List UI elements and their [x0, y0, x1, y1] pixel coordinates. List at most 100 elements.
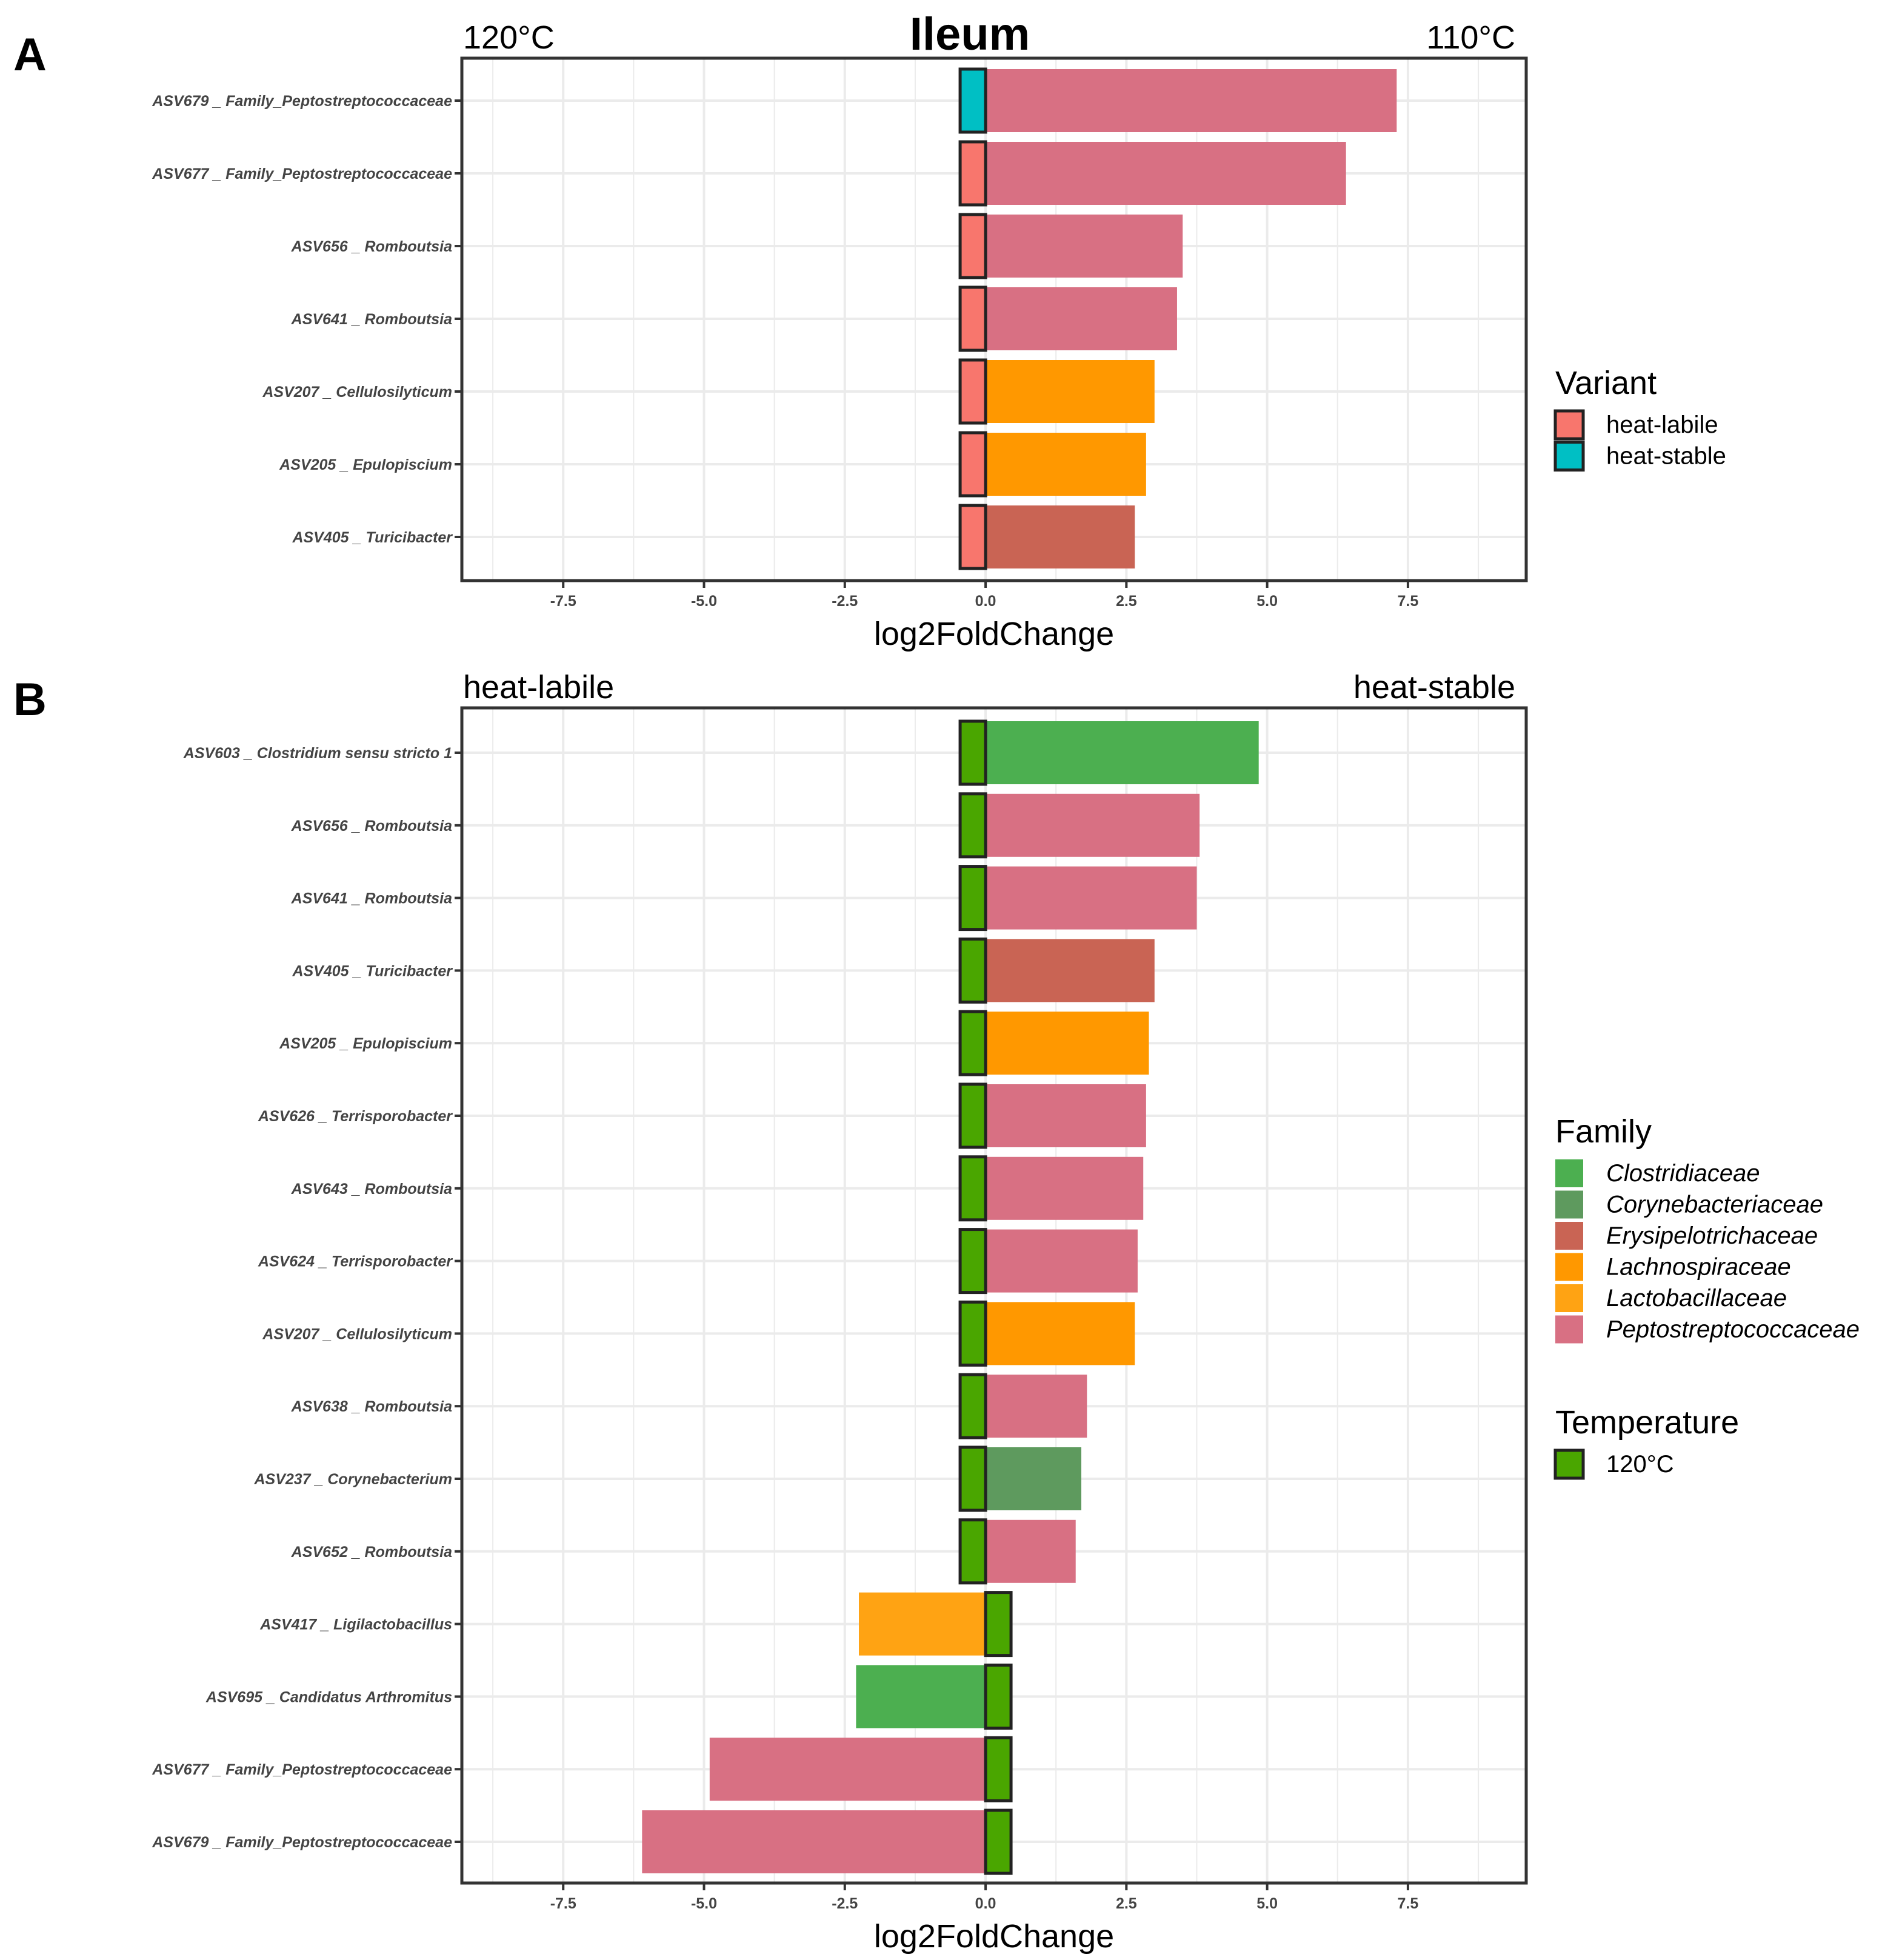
legend-family-swatch [1555, 1253, 1583, 1281]
bar-lactobacillaceae [859, 1592, 986, 1656]
legend-family-swatch [1555, 1315, 1583, 1344]
legend-variant-label: heat-stable [1606, 443, 1726, 470]
y-tick-label: ASV643 _ Romboutsia [291, 1181, 452, 1198]
legend-variant-swatch [1553, 409, 1585, 441]
bar-marker-temp-120 [984, 1808, 1013, 1875]
x-tick-label: -7.5 [550, 1895, 576, 1912]
bar-lachnospiraceae [986, 1302, 1135, 1365]
y-tick-label: ASV624 _ Terrisporobacter [258, 1253, 453, 1270]
x-tick-label: -2.5 [832, 593, 858, 610]
legend-temperature-label: 120°C [1606, 1451, 1674, 1478]
bar-peptostreptococcaceae [642, 1810, 986, 1873]
x-tick-label: 2.5 [1116, 593, 1137, 610]
bar-marker-temp-120 [958, 1518, 987, 1585]
y-tick-label: ASV641 _ Romboutsia [291, 890, 452, 907]
bar-peptostreptococcaceae [709, 1738, 986, 1801]
y-tick-label: ASV626 _ Terrisporobacter [258, 1108, 453, 1125]
y-tick-label: ASV638 _ Romboutsia [291, 1398, 452, 1415]
y-tick-label: ASV677 _ Family_Peptostreptococcaceae [152, 165, 452, 182]
bar-peptostreptococcaceae [986, 69, 1397, 132]
bar-marker-temp-120 [958, 719, 987, 786]
legend-family-title: Family [1555, 1113, 1652, 1150]
y-tick-label: ASV603 _ Clostridium sensu stricto 1 [183, 745, 452, 762]
bar-marker-heat-labile [958, 140, 987, 207]
bar-peptostreptococcaceae [986, 1375, 1087, 1438]
y-tick-label: ASV656 _ Romboutsia [291, 238, 452, 255]
bar-marker-temp-120 [958, 1082, 987, 1149]
x-tick-label: 0.0 [975, 1895, 996, 1912]
bar-marker-temp-120 [984, 1736, 1013, 1802]
bar-peptostreptococcaceae [986, 287, 1177, 350]
y-tick-label: ASV641 _ Romboutsia [291, 311, 452, 328]
legend-temperature-title: Temperature [1555, 1404, 1739, 1441]
y-tick-label: ASV679 _ Family_Peptostreptococcaceae [152, 1834, 452, 1851]
bar-clostridiaceae [856, 1665, 986, 1728]
y-tick-label: ASV205 _ Epulopiscium [279, 1035, 452, 1052]
bar-erysipelotrichaceae [986, 939, 1155, 1002]
y-tick-label: ASV237 _ Corynebacterium [253, 1471, 452, 1488]
panel-letter: B [13, 674, 47, 725]
legend-family-swatch [1555, 1159, 1583, 1187]
bar-peptostreptococcaceae [986, 1084, 1146, 1147]
left-annotation: 120°C [463, 19, 555, 56]
legend-family-swatch [1555, 1284, 1583, 1312]
y-tick-label: ASV652 _ Romboutsia [291, 1544, 452, 1561]
x-tick-label: 7.5 [1398, 1895, 1419, 1912]
bar-marker-temp-120 [958, 792, 987, 859]
legend-family-label: Erysipelotrichaceae [1606, 1222, 1818, 1249]
bar-marker-temp-120 [984, 1591, 1013, 1658]
legend-family-label: Clostridiaceae [1606, 1160, 1760, 1187]
bar-marker-heat-labile [958, 213, 987, 279]
legend-family-label: Lachnospiraceae [1606, 1254, 1791, 1281]
legend-family-label: Peptostreptococcaceae [1606, 1316, 1860, 1343]
bar-marker-temp-120 [958, 937, 987, 1004]
bar-marker-temp-120 [958, 1373, 987, 1439]
y-tick-label: ASV679 _ Family_Peptostreptococcaceae [152, 93, 452, 110]
bar-marker-heat-labile [958, 504, 987, 570]
bar-lachnospiraceae [986, 360, 1155, 423]
left-annotation: heat-labile [463, 669, 614, 705]
bar-marker-heat-labile [958, 358, 987, 425]
bar-marker-temp-120 [984, 1663, 1013, 1730]
y-tick-label: ASV677 _ Family_Peptostreptococcaceae [152, 1761, 452, 1778]
bar-marker-temp-120 [958, 1228, 987, 1295]
bar-lachnospiraceae [986, 1012, 1149, 1075]
y-tick-label: ASV405 _ Turicibacter [292, 962, 453, 979]
bar-peptostreptococcaceae [986, 793, 1200, 857]
x-tick-label: 2.5 [1116, 1895, 1137, 1912]
y-tick-label: ASV207 _ Cellulosilyticum [262, 1325, 452, 1342]
x-tick-label: -5.0 [691, 593, 717, 610]
bar-clostridiaceae [986, 721, 1259, 784]
legend-variant-label: heat-labile [1606, 412, 1718, 438]
chart-title: Ileum [910, 8, 1030, 60]
legend-variant-swatch [1553, 441, 1585, 472]
legend-family-label: Lactobacillaceae [1606, 1285, 1787, 1312]
right-annotation: 110°C [1426, 19, 1515, 56]
y-tick-label: ASV207 _ Cellulosilyticum [262, 384, 452, 401]
bar-lachnospiraceae [986, 433, 1146, 496]
y-tick-label: ASV405 _ Turicibacter [292, 529, 453, 546]
bar-marker-temp-120 [958, 1300, 987, 1367]
x-tick-label: -5.0 [691, 1895, 717, 1912]
bar-corynebacteriaceae [986, 1447, 1082, 1510]
bar-marker-temp-120 [958, 1445, 987, 1512]
x-axis-label: log2FoldChange [874, 616, 1114, 652]
bar-peptostreptococcaceae [986, 1229, 1138, 1293]
legend-temperature-swatch [1553, 1448, 1585, 1480]
panel-border [460, 706, 1528, 1885]
legend-family-label: Corynebacteriaceae [1606, 1192, 1823, 1218]
right-annotation: heat-stable [1353, 669, 1515, 705]
bar-peptostreptococcaceae [986, 1519, 1076, 1583]
x-tick-label: 5.0 [1256, 1895, 1278, 1912]
y-tick-label: ASV417 _ Ligilactobacillus [259, 1616, 452, 1633]
bar-marker-temp-120 [958, 865, 987, 932]
x-tick-label: -2.5 [832, 1895, 858, 1912]
legend-family-swatch [1555, 1190, 1583, 1219]
y-tick-label: ASV695 _ Candidatus Arthromitus [205, 1688, 452, 1705]
y-tick-label: ASV656 _ Romboutsia [291, 818, 452, 835]
x-tick-label: 7.5 [1398, 593, 1419, 610]
x-tick-label: 5.0 [1256, 593, 1278, 610]
bar-erysipelotrichaceae [986, 505, 1135, 568]
bar-marker-heat-labile [958, 285, 987, 352]
